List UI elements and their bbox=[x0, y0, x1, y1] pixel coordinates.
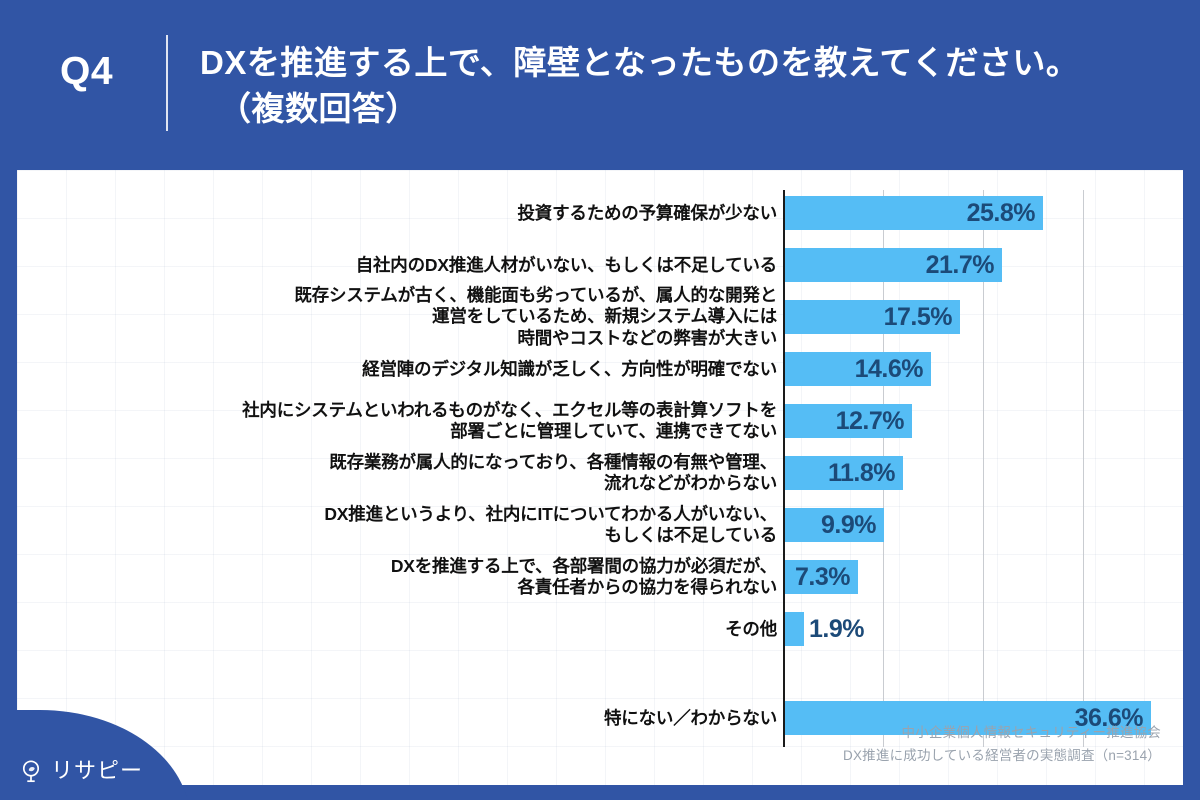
category-label-line: その他 bbox=[725, 618, 777, 639]
category-label-line: 運営をしているため、新規システム導入には bbox=[432, 306, 777, 327]
bar-value-label: 9.9% bbox=[821, 510, 876, 539]
category-label: DXを推進する上で、各部署間の協力が必須だが、 各責任者からの協力を得られない bbox=[43, 556, 777, 599]
bar-value-label: 11.8% bbox=[827, 458, 896, 487]
gridline bbox=[983, 190, 984, 747]
source-line-1: 中小企業個人情報セキュリティー推進協会 bbox=[901, 725, 1161, 741]
category-label: 既存業務が属人的になっており、各種情報の有無や管理、 流れなどがわからない bbox=[43, 452, 777, 495]
chart-card: 投資するための予算確保が少ない 25.8% 自社内のDX推進人材がいない、もしくは不… bbox=[17, 170, 1183, 785]
slide-header: Q4 DXを推進する上で、障壁となったものを教えてください。 （複数回答） bbox=[0, 0, 1200, 170]
chart-row: 既存業務が属人的になっており、各種情報の有無や管理、 流れなどがわからない 11.8… bbox=[17, 452, 1183, 493]
chart-row: DXを推進する上で、各部署間の協力が必須だが、 各責任者からの協力を得られない 7.… bbox=[17, 556, 1183, 597]
category-label: その他 bbox=[43, 619, 777, 640]
chart-bar[interactable]: 36.6% bbox=[785, 701, 1151, 735]
bar-chart: 投資するための予算確保が少ない 25.8% 自社内のDX推進人材がいない、もしくは不… bbox=[17, 170, 1183, 785]
chart-row: 投資するための予算確保が少ない 25.8% bbox=[17, 196, 1183, 230]
chart-bar[interactable]: 7.3% bbox=[785, 560, 858, 594]
question-title-line2: （複数回答） bbox=[218, 89, 419, 127]
category-label: 経営陣のデジタル知識が乏しく、方向性が明確でない bbox=[43, 359, 777, 380]
page-title: DXを推進する上で、障壁となったものを教えてください。 （複数回答） bbox=[200, 40, 1160, 131]
chart-bar[interactable]: 17.5% bbox=[785, 300, 960, 334]
category-label: DX推進というより、社内にITについてわかる人がいない、 もしくは不足している bbox=[43, 504, 777, 547]
chart-row: 自社内のDX推進人材がいない、もしくは不足している 21.7% bbox=[17, 248, 1183, 282]
brand-logo: リサピー bbox=[18, 758, 143, 784]
magnifier-icon bbox=[22, 760, 40, 783]
category-label-line: 経営陣のデジタル知識が乏しく、方向性が明確でない bbox=[362, 358, 777, 379]
chart-row: DX推進というより、社内にITについてわかる人がいない、 もしくは不足している 9.… bbox=[17, 504, 1183, 545]
source-line-2: DX推進に成功している経営者の実態調査（n=314） bbox=[843, 747, 1161, 763]
category-label: 社内にシステムといわれるものがなく、エクセル等の表計算ソフトを 部署ごとに管理して… bbox=[43, 400, 777, 443]
brand-logo-text: リサピー bbox=[51, 758, 144, 783]
bar-value-label: 17.5% bbox=[883, 302, 953, 331]
bar-value-label: 25.8% bbox=[966, 198, 1036, 227]
chart-bar[interactable]: 9.9% bbox=[785, 508, 884, 542]
chart-bar[interactable]: 14.6% bbox=[785, 352, 931, 386]
question-title-line1: DXを推進する上で、障壁となったものを教えてください。 bbox=[200, 44, 1080, 81]
chart-bar[interactable]: 12.7% bbox=[785, 404, 912, 438]
category-label-line: 既存業務が属人的になっており、各種情報の有無や管理、 bbox=[329, 451, 777, 472]
bar-value-label: 7.3% bbox=[795, 562, 850, 591]
category-label-line: もしくは不足している bbox=[604, 524, 778, 545]
chart-row: 特にない／わからない 36.6% bbox=[17, 701, 1183, 735]
category-label-line: 自社内のDX推進人材がいない、もしくは不足している bbox=[355, 254, 777, 275]
category-label-line: 特にない／わからない bbox=[604, 707, 777, 728]
source-note: 中小企業個人情報セキュリティー推進協会 DX推進に成功している経営者の実態調査（… bbox=[843, 722, 1161, 767]
chart-row: その他 1.9% bbox=[17, 612, 1183, 646]
chart-row: 経営陣のデジタル知識が乏しく、方向性が明確でない 14.6% bbox=[17, 352, 1183, 386]
bar-value-label: 12.7% bbox=[835, 406, 905, 435]
gridline bbox=[1083, 190, 1084, 747]
bar-value-label: 14.6% bbox=[854, 354, 924, 383]
header-divider bbox=[166, 35, 168, 131]
category-label-line: 時間やコストなどの弊害が大きい bbox=[517, 327, 778, 348]
category-label-line: 部署ごとに管理していて、連携できてない bbox=[450, 420, 777, 441]
chart-bar[interactable]: 11.8% bbox=[785, 456, 903, 490]
category-label: 特にない／わからない bbox=[43, 708, 777, 729]
chart-bar[interactable]: 21.7% bbox=[785, 248, 1002, 282]
category-label-line: DX推進というより、社内にITについてわかる人がいない、 bbox=[324, 503, 777, 524]
category-label-line: 社内にシステムといわれるものがなく、エクセル等の表計算ソフトを bbox=[242, 399, 777, 420]
category-label-line: 各責任者からの協力を得られない bbox=[517, 576, 778, 597]
category-label-line: 流れなどがわからない bbox=[604, 472, 777, 493]
question-number: Q4 bbox=[60, 50, 114, 93]
bar-value-label: 36.6% bbox=[1074, 703, 1144, 732]
chart-bar[interactable]: 25.8% bbox=[785, 196, 1043, 230]
chart-row: 既存システムが古く、機能面も劣っているが、属人的な開発と 運営をしているため、新規… bbox=[17, 285, 1183, 348]
category-label-line: DXを推進する上で、各部署間の協力が必須だが、 bbox=[390, 555, 777, 576]
category-label: 既存システムが古く、機能面も劣っているが、属人的な開発と 運営をしているため、新規… bbox=[43, 285, 777, 349]
chart-bar[interactable]: 1.9% bbox=[785, 612, 864, 646]
category-label: 投資するための予算確保が少ない bbox=[43, 202, 778, 224]
bar-value-label: 1.9% bbox=[809, 614, 864, 643]
value-axis-line bbox=[783, 190, 785, 747]
category-label: 自社内のDX推進人材がいない、もしくは不足している bbox=[43, 255, 777, 276]
category-label-line: 投資するための予算確保が少ない bbox=[517, 202, 778, 223]
bar-value-label: 21.7% bbox=[925, 250, 995, 279]
category-label-line: 既存システムが古く、機能面も劣っているが、属人的な開発と bbox=[294, 285, 777, 305]
chart-row: 社内にシステムといわれるものがなく、エクセル等の表計算ソフトを 部署ごとに管理して… bbox=[17, 400, 1183, 441]
